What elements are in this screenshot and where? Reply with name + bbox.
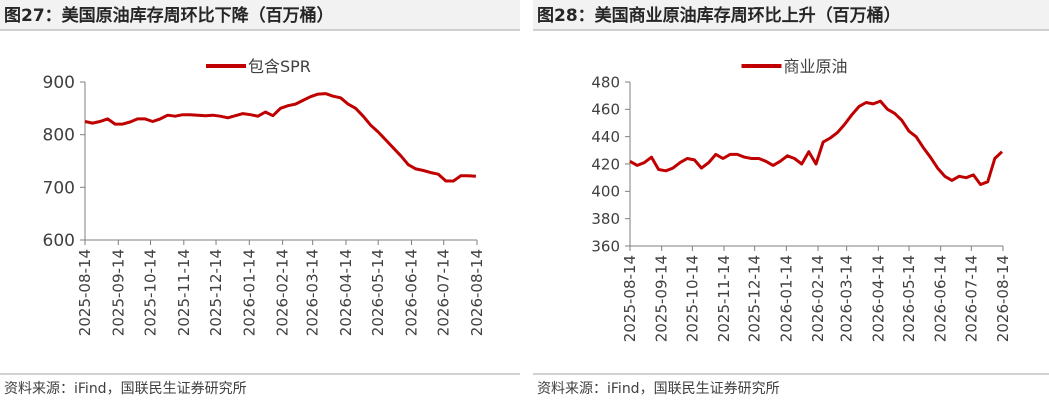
y-tick-label: 700 <box>43 178 75 198</box>
legend-label: 商业原油 <box>784 57 848 76</box>
y-tick-label: 800 <box>43 126 75 146</box>
x-tick-label: 2026-04-14 <box>337 249 355 336</box>
y-tick-label: 380 <box>591 210 620 228</box>
title-bar <box>0 0 520 30</box>
x-tick-label: 2026-04-14 <box>869 255 887 342</box>
x-tick-label: 2025-12-14 <box>207 249 225 336</box>
source: 资料来源：iFind，国联民生证券研究所 <box>4 381 247 397</box>
y-tick-label: 420 <box>591 155 620 173</box>
x-tick-label: 2026-06-14 <box>932 255 950 342</box>
x-tick-label: 2025-08-14 <box>621 255 639 342</box>
x-tick-label: 2026-08-14 <box>994 255 1012 342</box>
x-tick-label: 2026-03-14 <box>838 255 856 342</box>
line <box>84 92 477 183</box>
x-tick-label: 2025-11-14 <box>715 255 733 342</box>
x-tick-label: 2026-07-14 <box>962 255 980 342</box>
y-tick-label: 600 <box>43 231 75 251</box>
x-tick-label: 2026-06-14 <box>402 249 420 336</box>
y-tick-label: 460 <box>591 101 620 119</box>
source: 资料来源：iFind，国联民生证券研究所 <box>537 381 780 397</box>
x-tick-label: 2025-09-14 <box>109 249 127 336</box>
title-bar <box>533 0 1049 30</box>
y-tick-label: 440 <box>591 128 620 146</box>
chart-title: 图27：美国原油库存周环比下降（百万桶） <box>4 5 334 26</box>
legend-label: 包含SPR <box>248 57 311 76</box>
x-tick-label: 2025-12-14 <box>746 255 764 342</box>
x-tick-label: 2025-10-14 <box>683 255 701 342</box>
x-tick-label: 2025-09-14 <box>653 255 671 342</box>
chart-panel: 图27：美国原油库存周环比下降（百万桶） 资料来源：iFind，国联民生证券研究所… <box>0 0 520 397</box>
x-tick-label: 2026-05-14 <box>900 255 918 342</box>
x-tick-label: 2026-01-14 <box>240 249 258 336</box>
x-tick-label: 2026-01-14 <box>777 255 795 342</box>
chart-panel: 图28：美国商业原油库存周环比上升（百万桶） 资料来源：iFind，国联民生证券研… <box>533 0 1049 397</box>
y-tick-label: 400 <box>591 183 620 201</box>
y-tick-label: 900 <box>43 73 75 93</box>
x-tick-label: 2026-03-14 <box>304 249 322 336</box>
x-tick-label: 2026-02-14 <box>274 249 292 336</box>
x-tick-label: 2026-05-14 <box>369 249 387 336</box>
y-tick-label: 360 <box>591 237 620 255</box>
x-tick-label: 2025-08-14 <box>76 249 94 336</box>
chart-title: 图28：美国商业原油库存周环比上升（百万桶） <box>537 5 901 26</box>
x-tick-label: 2026-02-14 <box>809 255 827 342</box>
line <box>629 99 1004 186</box>
y-tick-label: 480 <box>591 73 620 91</box>
x-tick-label: 2025-11-14 <box>175 249 193 336</box>
x-tick-label: 2026-08-14 <box>468 249 486 336</box>
x-tick-label: 2026-07-14 <box>435 249 453 336</box>
x-tick-label: 2025-10-14 <box>142 249 160 336</box>
